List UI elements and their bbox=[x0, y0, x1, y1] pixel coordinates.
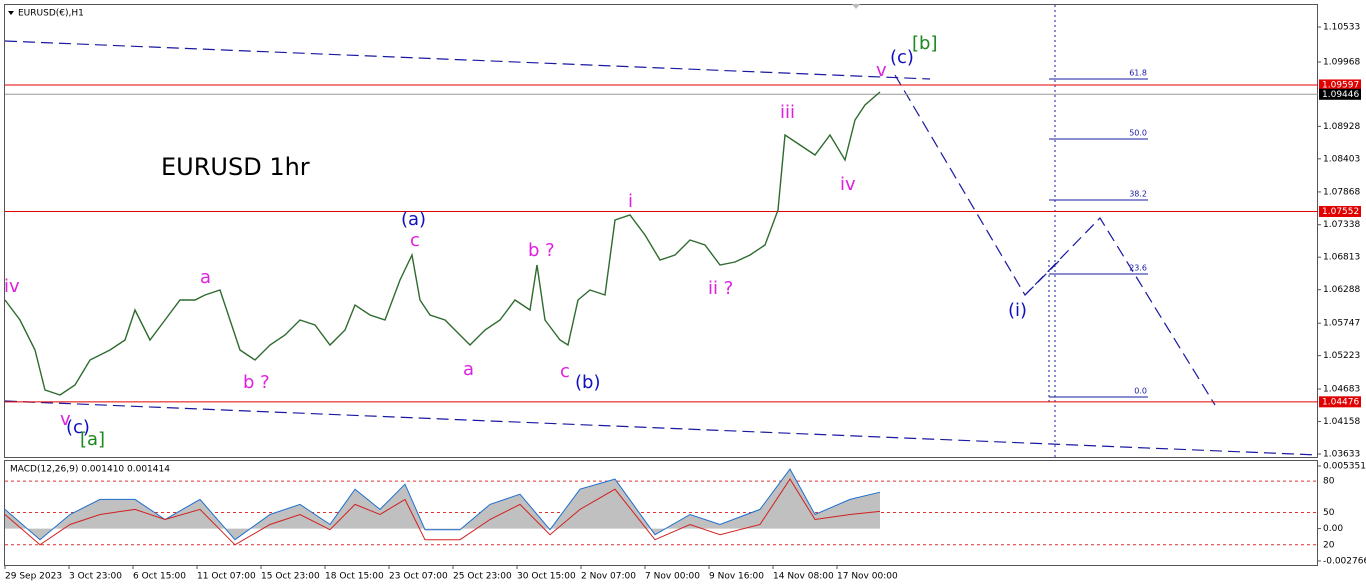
price-tag bbox=[1319, 205, 1361, 217]
wave-label: (c) bbox=[66, 417, 90, 438]
y-tick-label: 1.09968 bbox=[1323, 57, 1360, 67]
x-tick-label: 2 Nov 07:00 bbox=[581, 572, 636, 582]
y-tick-label: 1.05223 bbox=[1323, 351, 1360, 361]
y-tick-label: 1.10533 bbox=[1323, 23, 1360, 33]
price-tag-label: 1.09597 bbox=[1322, 80, 1359, 90]
y-tick-label: 1.06288 bbox=[1323, 285, 1360, 295]
y-tick-label: 0.00 bbox=[1323, 524, 1343, 534]
level-label: 50 bbox=[1323, 508, 1335, 518]
x-tick-label: 14 Nov 08:00 bbox=[773, 572, 834, 582]
y-tick-label: -0.002766 bbox=[1323, 556, 1366, 566]
price-tag bbox=[1319, 79, 1361, 91]
wave-label: c bbox=[410, 230, 420, 251]
menu-arrow[interactable] bbox=[8, 11, 14, 15]
fib-label: 50.0 bbox=[1129, 129, 1147, 138]
y-tick-label: 1.04158 bbox=[1323, 417, 1360, 427]
wave-label: iv bbox=[840, 174, 856, 195]
upper-trendline bbox=[4, 40, 931, 80]
wave-label: iii bbox=[780, 102, 795, 123]
y-tick-label: 1.08403 bbox=[1323, 154, 1360, 164]
main-panel bbox=[4, 4, 1318, 458]
wave-label: b ? bbox=[243, 372, 270, 393]
wave-label: [b] bbox=[912, 33, 937, 54]
x-tick-label: 7 Nov 00:00 bbox=[645, 572, 700, 582]
wave-label: v bbox=[60, 409, 71, 430]
y-tick-label: 1.06813 bbox=[1323, 253, 1360, 263]
wave-label: a bbox=[200, 267, 211, 288]
x-tick-label: 11 Oct 07:00 bbox=[197, 572, 256, 582]
y-tick-label: 1.04683 bbox=[1323, 385, 1360, 395]
wave-label: b ? bbox=[528, 240, 555, 261]
y-tick-label: 1.03633 bbox=[1323, 449, 1360, 459]
wave-label: (i) bbox=[1008, 300, 1027, 321]
y-tick-label: 1.07868 bbox=[1323, 187, 1360, 197]
price-line bbox=[4, 91, 881, 396]
macd-panel bbox=[4, 460, 1318, 566]
wave-label: [a] bbox=[80, 429, 105, 450]
wave-label: iv bbox=[4, 276, 20, 297]
scroll-marker bbox=[852, 4, 860, 9]
chart-subtitle: EURUSD 1hr bbox=[161, 153, 310, 181]
price-tag bbox=[1319, 88, 1361, 100]
x-tick-label: 17 Nov 00:00 bbox=[837, 572, 898, 582]
macd-line bbox=[4, 478, 881, 546]
projection-path bbox=[894, 74, 1216, 406]
level-label: 80 bbox=[1323, 477, 1335, 487]
wave-label: (a) bbox=[401, 209, 426, 230]
x-tick-label: 30 Oct 15:00 bbox=[517, 572, 576, 582]
y-tick-label: 1.08928 bbox=[1323, 122, 1360, 132]
y-tick-label: 1.07338 bbox=[1323, 220, 1360, 230]
y-tick-label: 0.005351 bbox=[1323, 462, 1366, 472]
wave-label: a bbox=[463, 359, 474, 380]
price-tag bbox=[1319, 396, 1361, 408]
fib-label: 38.2 bbox=[1129, 190, 1147, 199]
wave-label: ii ? bbox=[708, 278, 733, 299]
lower-trendline bbox=[4, 400, 1319, 456]
symbol-title: EURUSD(€),H1 bbox=[18, 9, 84, 19]
wave-label: (c) bbox=[890, 47, 914, 68]
x-tick-label: 3 Oct 23:00 bbox=[69, 572, 122, 582]
wave-label: (b) bbox=[575, 372, 600, 393]
wave-label: v bbox=[876, 60, 887, 81]
x-tick-label: 6 Oct 15:00 bbox=[133, 572, 186, 582]
x-tick-label: 23 Oct 07:00 bbox=[389, 572, 448, 582]
price-tag-label: 1.04476 bbox=[1322, 397, 1359, 407]
wave-label: c bbox=[560, 361, 570, 382]
projection-branch bbox=[1024, 259, 1061, 296]
macd-histogram bbox=[5, 469, 880, 540]
fib-label: 61.8 bbox=[1129, 69, 1147, 78]
x-tick-label: 15 Oct 23:00 bbox=[261, 572, 320, 582]
x-tick-label: 25 Oct 23:00 bbox=[453, 572, 512, 582]
macd-line bbox=[4, 468, 881, 541]
wave-lines bbox=[4, 40, 1319, 456]
fib-label: 0.0 bbox=[1134, 386, 1147, 395]
level-label: 20 bbox=[1323, 540, 1335, 550]
wave-label: i bbox=[628, 191, 633, 212]
price-tag-label: 1.07552 bbox=[1322, 207, 1359, 217]
y-tick-label: 1.05747 bbox=[1323, 319, 1360, 329]
price-tag-label: 1.09446 bbox=[1322, 90, 1359, 100]
x-tick-label: 29 Sep 2023 bbox=[5, 572, 62, 582]
x-tick-label: 18 Oct 15:00 bbox=[325, 572, 384, 582]
x-tick-label: 9 Nov 16:00 bbox=[709, 572, 764, 582]
fib-label: 23.6 bbox=[1129, 264, 1147, 273]
macd-title: MACD(12,26,9) 0.001410 0.001414 bbox=[10, 465, 170, 475]
